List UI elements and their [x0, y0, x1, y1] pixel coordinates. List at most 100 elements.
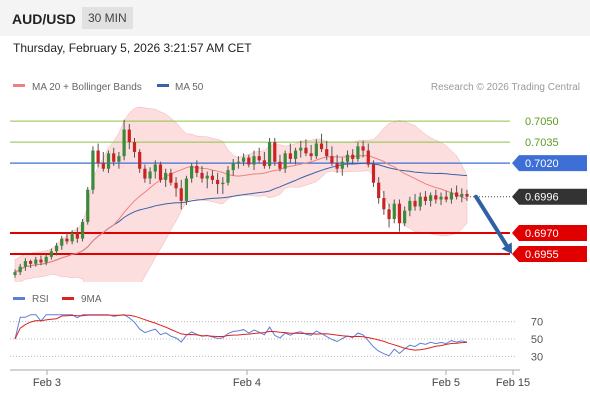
forecast-arrow-shaft: [474, 194, 509, 248]
candle-body: [60, 238, 64, 246]
candle: [70, 230, 74, 245]
candle-body: [80, 221, 85, 239]
candle-body: [236, 161, 241, 164]
candle-body: [299, 147, 303, 151]
candle: [444, 191, 448, 203]
candle-body: [309, 153, 313, 157]
bollinger-band: [14, 106, 468, 282]
candle: [60, 235, 64, 250]
candle: [252, 150, 256, 171]
ma20-line: [14, 154, 468, 273]
ma20-legend-swatch: [13, 84, 25, 87]
candle-body: [439, 196, 443, 200]
candle-body: [143, 168, 147, 179]
candle-body: [148, 171, 152, 179]
candle: [299, 140, 303, 158]
candle: [86, 186, 90, 225]
candle-body: [247, 157, 251, 165]
candle-body: [455, 192, 459, 197]
candle-body: [122, 129, 126, 157]
candle: [387, 203, 391, 228]
x-tick-label: Feb 4: [233, 377, 261, 389]
candle-body: [434, 195, 438, 200]
candle: [231, 158, 235, 176]
candle: [221, 177, 225, 194]
candle-body: [221, 182, 225, 185]
candle-body: [262, 160, 266, 166]
candle: [179, 179, 183, 210]
candle-body: [377, 182, 381, 199]
forecast-arrow: [474, 194, 512, 255]
candle-body: [153, 164, 157, 172]
candle: [371, 160, 376, 187]
candle: [273, 137, 277, 166]
candle-body: [54, 245, 59, 252]
candle: [75, 227, 79, 243]
rsi-tick-30: 30: [531, 351, 543, 363]
candle-body: [86, 189, 90, 222]
candle-body: [226, 170, 230, 183]
candle: [44, 254, 48, 266]
candle-body: [18, 266, 22, 273]
candle: [434, 189, 438, 204]
candle-body: [351, 154, 355, 159]
rsi-legend-label: RSI: [32, 294, 49, 305]
candle-body: [184, 178, 189, 201]
candle: [366, 143, 370, 168]
candle-body: [39, 259, 43, 263]
rsi-ma-line: [14, 314, 468, 351]
timeframe-badge[interactable]: 30 MIN: [82, 7, 133, 29]
candle: [101, 151, 105, 172]
candle-body: [345, 154, 350, 162]
candle-body: [138, 151, 142, 169]
candle-body: [356, 146, 360, 159]
candle: [460, 188, 464, 203]
candle-body: [361, 146, 365, 151]
candle: [377, 177, 381, 204]
candle: [382, 191, 386, 215]
candle: [49, 248, 53, 260]
candle: [314, 139, 318, 159]
support-tag-0.6955: [512, 246, 587, 263]
candle: [283, 150, 287, 173]
candle: [418, 192, 422, 211]
candle-body: [28, 261, 33, 264]
candle-body: [169, 172, 173, 183]
timestamp-label: Thursday, February 5, 2026 3:21:57 AM CE…: [13, 41, 252, 55]
candle-body: [127, 129, 131, 143]
candle-body: [267, 142, 272, 166]
candle: [423, 191, 428, 206]
candle-body: [195, 165, 199, 173]
price-plot-area: [10, 106, 510, 282]
candle: [465, 189, 469, 201]
candle: [455, 185, 459, 200]
candle-body: [257, 156, 261, 161]
candle: [335, 154, 339, 173]
candle: [117, 151, 121, 169]
candle: [330, 146, 334, 166]
candle: [164, 168, 168, 187]
candle: [293, 147, 298, 165]
ma50-legend-label: MA 50: [175, 82, 204, 93]
candle-body: [216, 179, 220, 185]
candle: [138, 149, 142, 173]
rsi-ma-legend-swatch: [62, 297, 74, 300]
candle-body: [371, 164, 376, 183]
candle: [210, 170, 215, 185]
candle-body: [174, 182, 178, 189]
candle: [413, 193, 417, 211]
candle: [356, 142, 360, 162]
candle: [143, 164, 147, 183]
candle: [205, 171, 209, 189]
candle-body: [179, 188, 183, 201]
candle: [174, 177, 178, 197]
candle: [39, 255, 43, 266]
candle-body: [304, 147, 308, 154]
last-price-label: 0.6996: [525, 192, 559, 204]
candle-body: [325, 149, 329, 157]
candle-body: [278, 161, 282, 169]
candle: [449, 188, 454, 204]
candle: [397, 199, 402, 232]
candle: [190, 163, 194, 183]
candle-body: [65, 238, 69, 242]
